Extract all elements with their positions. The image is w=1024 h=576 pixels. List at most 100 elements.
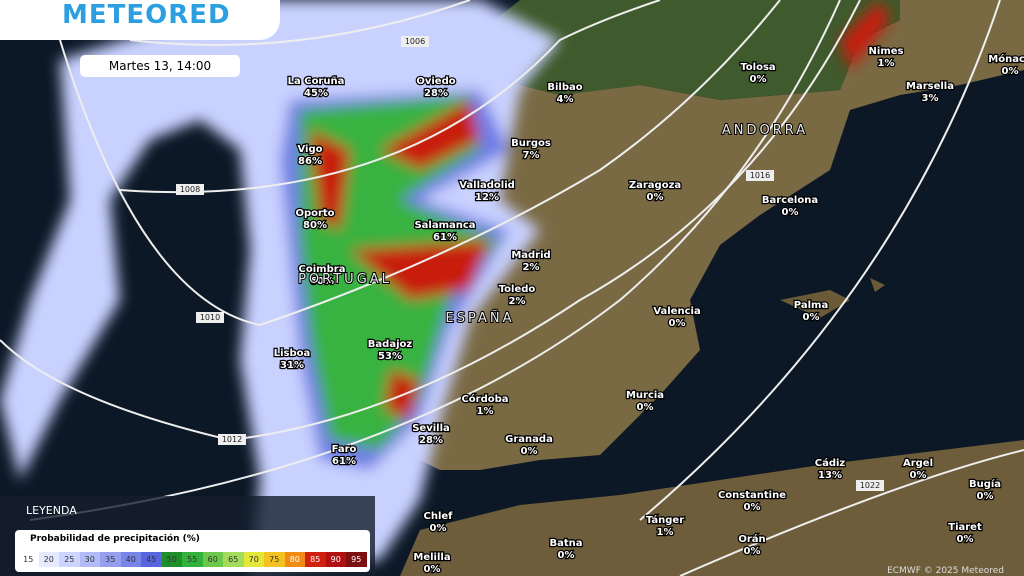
legend: LEYENDA Probabilidad de precipitación (%…	[0, 496, 375, 576]
legend-scale: 15 20 25 30 35 40 45 50 55 60 65 70 75 80 85 90 95	[18, 552, 367, 567]
place-probability: 0%	[803, 312, 820, 323]
place-probability: 28%	[419, 435, 443, 446]
legend-swatch: 40	[120, 552, 141, 567]
place-name: Orán	[738, 533, 765, 545]
legend-swatch: 25	[59, 552, 80, 567]
place-name: Coimbra	[299, 264, 346, 275]
legend-swatch: 60	[202, 552, 223, 567]
place-name: Mónaco	[988, 53, 1024, 65]
place-probability: 0%	[910, 470, 927, 481]
date: Martes 13, 14:00	[80, 55, 240, 77]
place-name: Tolosa	[740, 62, 775, 73]
place-name: Melilla	[413, 552, 450, 563]
place-name: Tiaret	[948, 522, 982, 533]
isobar-tag	[401, 36, 429, 47]
legend-swatch: 20	[38, 552, 59, 567]
isobar-tag	[196, 312, 224, 323]
isobar-label: 1012	[222, 435, 242, 444]
place-name: Toledo	[499, 284, 536, 295]
place-probability: 31%	[280, 360, 304, 371]
region-label: ESPAÑA	[446, 310, 515, 326]
place-probability: 1%	[477, 406, 494, 417]
place-probability: 0%	[1002, 66, 1019, 77]
legend-swatch: 45	[141, 552, 162, 567]
place-probability: 0%	[430, 523, 447, 534]
isobar-label: 1008	[180, 185, 200, 194]
place-name: Sevilla	[412, 423, 450, 434]
place-probability: 61%	[433, 232, 457, 243]
region-label: PORTUGAL	[298, 272, 392, 287]
place-name: Bilbao	[547, 82, 582, 93]
region-label: ANDORRA	[722, 123, 808, 138]
isobar-label: 1006	[405, 37, 425, 46]
africa	[400, 440, 1024, 576]
place-name: Constantine	[718, 490, 786, 501]
place-probability: 86%	[298, 156, 322, 167]
place-probability: 0%	[744, 502, 761, 513]
place-name: Granada	[505, 434, 553, 445]
place-name: Marsella	[906, 81, 954, 92]
place-probability: 13%	[818, 470, 842, 481]
isobar-label: 1010	[200, 313, 220, 322]
place-name: Murcia	[626, 390, 664, 401]
legend-title: LEYENDA	[26, 504, 77, 517]
place-name: Bugía	[969, 478, 1001, 490]
place-name: Madrid	[511, 250, 550, 261]
place-probability: 0%	[957, 534, 974, 545]
legend-swatch: 15	[18, 552, 39, 567]
legend-swatch: 70	[243, 552, 264, 567]
place-probability: 0%	[744, 546, 761, 557]
place-name: Palma	[794, 300, 828, 311]
place-probability: 4%	[557, 94, 574, 105]
legend-swatch: 90	[325, 552, 346, 567]
legend-subtitle: Probabilidad de precipitación (%)	[30, 534, 200, 544]
place-probability: 45%	[304, 88, 328, 99]
place-probability: 0%	[647, 192, 664, 203]
legend-box: Probabilidad de precipitación (%) 15 20 25…	[15, 530, 370, 572]
france	[290, 0, 900, 100]
place-name: Salamanca	[414, 220, 475, 231]
place-name: Valladolid	[459, 180, 515, 191]
place-name: Zaragoza	[629, 180, 681, 191]
logo[interactable]: METEORED	[62, 0, 231, 30]
legend-swatch: 50	[161, 552, 182, 567]
place-probability: 1%	[878, 58, 895, 69]
legend-swatch: 85	[305, 552, 326, 567]
place-probability: 0%	[977, 491, 994, 502]
place-probability: 28%	[424, 88, 448, 99]
logo-box: METEORED	[0, 0, 280, 40]
place-name: Córdoba	[461, 393, 508, 405]
isobar-label: 1016	[750, 171, 770, 180]
legend-swatch: 75	[264, 552, 285, 567]
place-probability: 53%	[378, 351, 402, 362]
place-name: Cádiz	[815, 457, 846, 469]
legend-swatch: 35	[100, 552, 121, 567]
place-name: Vigo	[297, 144, 322, 155]
place-name: Nimes	[869, 46, 904, 57]
place-name: Chlef	[423, 511, 453, 522]
place-probability: 7%	[523, 150, 540, 161]
place-name: Oviedo	[416, 76, 455, 87]
precipitation	[0, 0, 890, 576]
place-name: Oporto	[295, 208, 334, 219]
place-probability: 0%	[750, 74, 767, 85]
place-probability: 60%	[310, 276, 334, 287]
place-probability: 0%	[669, 318, 686, 329]
place-probability: 2%	[523, 262, 540, 273]
place-probability: 0%	[637, 402, 654, 413]
legend-swatch: 55	[182, 552, 203, 567]
place-name: Faro	[332, 444, 357, 455]
place-name: La Coruña	[288, 76, 345, 87]
place-name: Burgos	[511, 138, 551, 149]
place-name: Batna	[549, 538, 582, 549]
legend-swatch: 95	[346, 552, 367, 567]
place-probability: 3%	[922, 93, 939, 104]
isobar-tag	[218, 434, 246, 445]
place-name: Valencia	[653, 306, 700, 317]
isobar-tag	[746, 170, 774, 181]
place-name: Lisboa	[274, 348, 311, 359]
attribution: ECMWF © 2025 Meteored	[887, 566, 1004, 576]
